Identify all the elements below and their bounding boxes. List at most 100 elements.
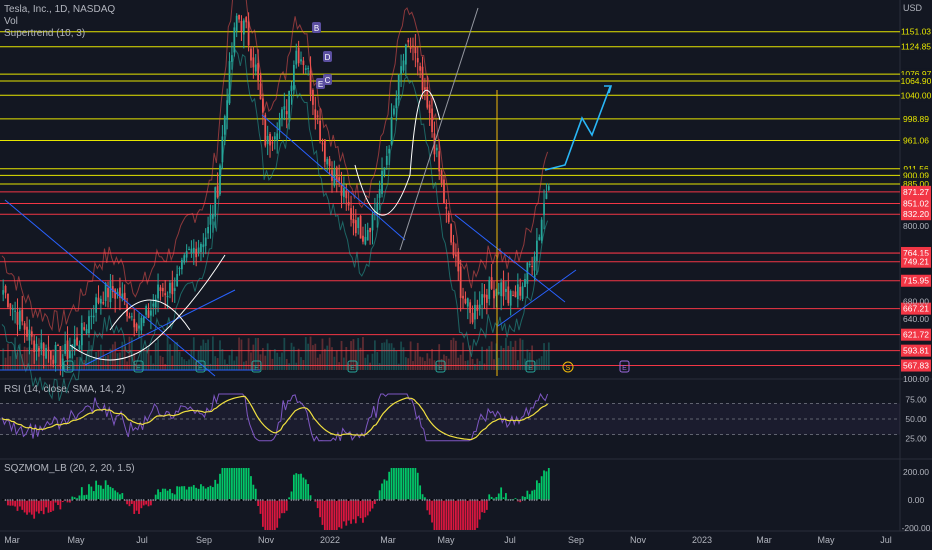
pattern-label-box	[312, 22, 321, 33]
sqz-bar	[92, 491, 95, 500]
sqz-bar	[271, 500, 274, 530]
main-legend[interactable]: Tesla, Inc., 1D, NASDAQ Vol Supertrend (…	[4, 4, 115, 40]
candle-body	[521, 286, 524, 299]
candle-body	[343, 187, 345, 197]
sqz-dot	[221, 499, 223, 501]
symbol-title: Tesla, Inc., 1D, NASDAQ	[4, 4, 116, 15]
sqz-bar	[285, 500, 288, 511]
candle-body	[454, 254, 457, 257]
volume-bar	[28, 346, 31, 370]
volume-bar	[180, 356, 183, 370]
volume-bar	[505, 337, 507, 370]
volume-bar	[4, 357, 7, 370]
sqz-bar	[130, 500, 133, 504]
currency-label: USD	[903, 3, 923, 13]
sqz-dot	[388, 499, 390, 501]
volume-bar	[247, 338, 250, 370]
candle-body	[378, 189, 381, 198]
volume-bar	[278, 356, 281, 370]
sqz-bar	[88, 484, 90, 500]
sqz-dot	[28, 499, 30, 501]
candle-body	[402, 60, 405, 71]
sqz-dot	[507, 499, 509, 501]
sqz-dot	[95, 499, 97, 501]
sqz-bar	[452, 500, 455, 530]
sqzmom-pane[interactable]	[0, 460, 900, 530]
volume-bar	[159, 355, 162, 370]
sqz-bar	[488, 494, 491, 500]
candle-body	[435, 147, 438, 151]
sqz-dot	[262, 499, 264, 501]
volume-bar	[290, 342, 293, 370]
candle-body	[176, 274, 179, 287]
sqz-bar	[438, 500, 441, 530]
volume-bar	[307, 343, 310, 370]
sqz-bar	[40, 500, 43, 511]
price-label: 1076.97	[901, 69, 932, 79]
volume-bar	[350, 341, 352, 370]
volume-bar	[231, 349, 233, 370]
time-tick: Jul	[880, 535, 892, 545]
earnings-marker-label: E	[350, 365, 355, 372]
sqz-legend[interactable]: SQZMOM_LB (20, 2, 20, 1.5)	[4, 463, 135, 475]
supertrend-legend: Supertrend (10, 3)	[4, 28, 86, 39]
sqz-bar	[242, 468, 245, 500]
candle-body	[166, 295, 169, 298]
main-pane[interactable]	[0, 0, 900, 378]
volume-bar	[331, 347, 333, 370]
price-label: 851.02	[903, 198, 929, 208]
candle-body	[266, 135, 269, 145]
sqz-dot	[419, 499, 421, 501]
earnings-marker	[435, 360, 446, 373]
candle-body	[192, 247, 195, 254]
sqz-dot	[83, 499, 85, 501]
pattern-label-box	[316, 78, 325, 89]
sqz-dot	[483, 499, 485, 501]
candle-body	[180, 259, 183, 270]
candle-body	[235, 15, 238, 32]
time-tick: May	[817, 535, 835, 545]
candle-body	[114, 289, 117, 299]
fib-line	[399, 7, 479, 251]
candle-body	[407, 40, 410, 43]
trend-line	[497, 269, 577, 327]
candle-body	[33, 340, 36, 353]
trend-line	[454, 214, 566, 303]
candle-body	[507, 286, 510, 304]
sqz-dot	[319, 499, 321, 501]
sqz-dot	[345, 499, 347, 501]
candle-body	[128, 316, 131, 319]
volume-legend: Vol	[4, 16, 18, 27]
volume-bar	[404, 357, 407, 370]
candle-body	[130, 316, 133, 318]
cup-arc	[69, 254, 226, 361]
future-earnings-label: E	[622, 365, 627, 372]
candle-body	[38, 348, 40, 352]
sqz-bar	[254, 488, 257, 500]
sqz-bar	[99, 485, 102, 500]
candle-body	[369, 227, 372, 233]
candle-body	[52, 359, 55, 364]
sqz-dot	[359, 499, 362, 501]
sqz-dot	[362, 499, 364, 501]
volume-bar	[538, 358, 541, 370]
price-label-box	[901, 208, 931, 221]
candle-body	[80, 322, 83, 346]
rsi-legend[interactable]: RSI (14, close, SMA, 14, 2)	[4, 384, 125, 396]
volume-bar	[219, 340, 221, 370]
volume-bar	[435, 363, 438, 370]
sqz-dot	[150, 499, 152, 501]
sqz-dot	[64, 499, 66, 501]
sqz-bar	[107, 484, 109, 500]
price-tick: 680.00	[903, 296, 929, 306]
candle-body	[157, 284, 159, 299]
sqz-bar	[216, 483, 219, 500]
volume-bar	[166, 336, 169, 370]
candle-body	[247, 21, 250, 46]
sqz-dot	[364, 499, 366, 501]
sqz-dot	[7, 499, 9, 501]
candle-body	[500, 282, 503, 297]
volume-bar	[116, 353, 119, 370]
sqz-dot	[100, 499, 102, 501]
